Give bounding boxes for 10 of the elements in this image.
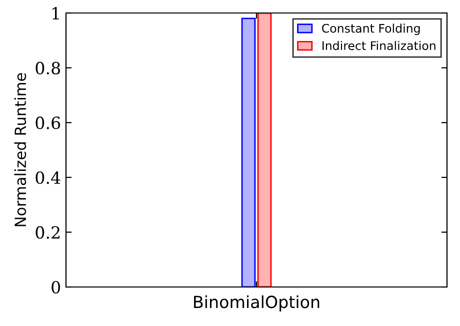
legend-label: Constant Folding bbox=[322, 24, 420, 36]
y-tick-label: 0.6 bbox=[36, 116, 60, 130]
y-tick-label: 0.8 bbox=[36, 62, 60, 74]
y-tick-label: 0.4 bbox=[36, 171, 60, 184]
x-tick-label: BinomialOption bbox=[194, 295, 320, 312]
y-tick-label: 1 bbox=[52, 6, 59, 20]
y-axis-title: Normalized Runtime bbox=[14, 73, 26, 226]
y-tick-label: 0 bbox=[52, 280, 60, 294]
y-tick-label: 0.2 bbox=[36, 226, 60, 239]
legend-label: Indirect Finalization bbox=[322, 40, 436, 50]
